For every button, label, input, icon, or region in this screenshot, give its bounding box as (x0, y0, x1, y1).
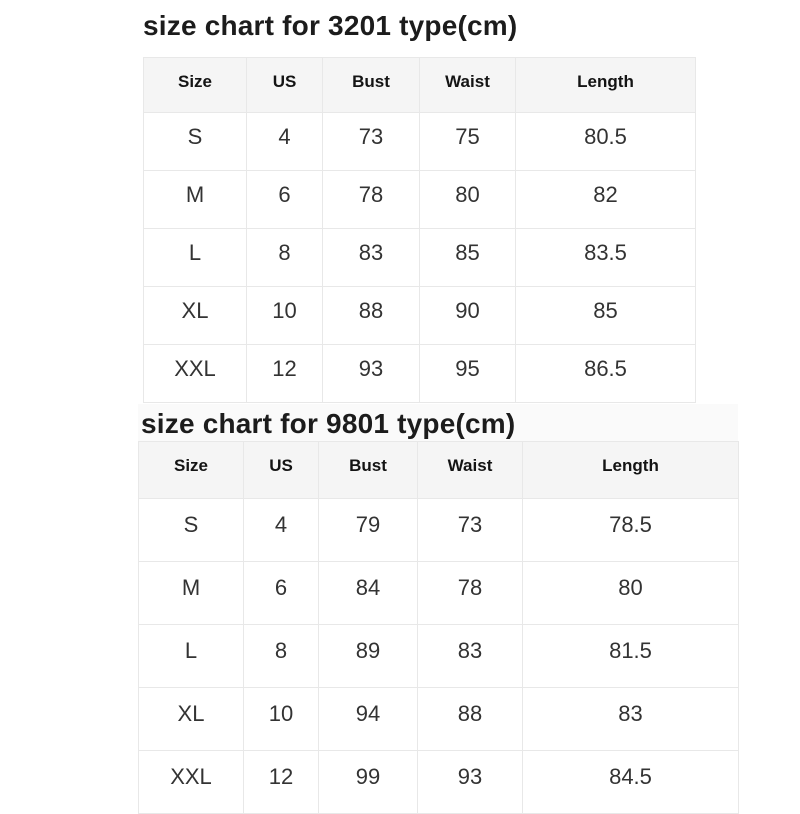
cell-bust: 89 (318, 624, 418, 688)
cell-size: L (143, 228, 247, 287)
cell-waist: 73 (417, 498, 523, 562)
cell-waist: 88 (417, 687, 523, 751)
cell-us: 8 (246, 228, 323, 287)
header-size: Size (138, 441, 244, 499)
cell-bust: 94 (318, 687, 418, 751)
header-row: Size US Bust Waist Length (138, 441, 739, 499)
cell-bust: 79 (318, 498, 418, 562)
cell-bust: 83 (322, 228, 420, 287)
cell-size: L (138, 624, 244, 688)
table-row-s: S 4 73 75 80.5 (143, 112, 696, 171)
cell-length: 78.5 (522, 498, 739, 562)
cell-us: 12 (243, 750, 319, 814)
table-row-xxl: XXL 12 99 93 84.5 (138, 750, 739, 814)
cell-length: 83.5 (515, 228, 696, 287)
header-us: US (246, 57, 323, 113)
header-length: Length (522, 441, 739, 499)
cell-bust: 78 (322, 170, 420, 229)
cell-us: 10 (243, 687, 319, 751)
header-bust: Bust (322, 57, 420, 113)
table-row-xxl: XXL 12 93 95 86.5 (143, 344, 696, 403)
cell-length: 83 (522, 687, 739, 751)
header-length: Length (515, 57, 696, 113)
cell-length: 84.5 (522, 750, 739, 814)
cell-waist: 93 (417, 750, 523, 814)
cell-size: M (138, 561, 244, 625)
size-chart-section-9801: size chart for 9801 type(cm) Size US Bus… (138, 404, 739, 814)
table-row-xl: XL 10 88 90 85 (143, 286, 696, 345)
header-bust: Bust (318, 441, 418, 499)
cell-bust: 99 (318, 750, 418, 814)
cell-us: 4 (243, 498, 319, 562)
chart-title-3201: size chart for 3201 type(cm) (143, 10, 518, 41)
cell-waist: 90 (419, 286, 516, 345)
header-us: US (243, 441, 319, 499)
cell-waist: 83 (417, 624, 523, 688)
cell-length: 85 (515, 286, 696, 345)
cell-bust: 93 (322, 344, 420, 403)
cell-us: 12 (246, 344, 323, 403)
cell-size: XXL (138, 750, 244, 814)
cell-us: 4 (246, 112, 323, 171)
cell-us: 6 (246, 170, 323, 229)
table-row-xl: XL 10 94 88 83 (138, 687, 739, 751)
size-table-9801: Size US Bust Waist Length S 4 79 73 78.5… (138, 441, 739, 814)
cell-waist: 95 (419, 344, 516, 403)
table-row-l: L 8 83 85 83.5 (143, 228, 696, 287)
cell-us: 10 (246, 286, 323, 345)
header-waist: Waist (417, 441, 523, 499)
cell-size: XL (143, 286, 247, 345)
size-table-3201: Size US Bust Waist Length S 4 73 75 80.5… (143, 57, 696, 403)
cell-bust: 73 (322, 112, 420, 171)
table-row-m: M 6 78 80 82 (143, 170, 696, 229)
cell-us: 6 (243, 561, 319, 625)
chart-title-9801: size chart for 9801 type(cm) (141, 408, 516, 439)
header-row: Size US Bust Waist Length (143, 57, 696, 113)
cell-length: 80 (522, 561, 739, 625)
cell-waist: 80 (419, 170, 516, 229)
cell-size: XXL (143, 344, 247, 403)
cell-size: S (138, 498, 244, 562)
table-row-l: L 8 89 83 81.5 (138, 624, 739, 688)
header-waist: Waist (419, 57, 516, 113)
cell-size: XL (138, 687, 244, 751)
cell-length: 80.5 (515, 112, 696, 171)
cell-waist: 85 (419, 228, 516, 287)
cell-waist: 75 (419, 112, 516, 171)
cell-bust: 88 (322, 286, 420, 345)
header-size: Size (143, 57, 247, 113)
cell-bust: 84 (318, 561, 418, 625)
cell-length: 86.5 (515, 344, 696, 403)
cell-size: M (143, 170, 247, 229)
cell-length: 82 (515, 170, 696, 229)
cell-size: S (143, 112, 247, 171)
size-chart-section-3201: size chart for 3201 type(cm) Size US Bus… (143, 9, 696, 403)
table-row-m: M 6 84 78 80 (138, 561, 739, 625)
table-row-s: S 4 79 73 78.5 (138, 498, 739, 562)
cell-waist: 78 (417, 561, 523, 625)
cell-us: 8 (243, 624, 319, 688)
cell-length: 81.5 (522, 624, 739, 688)
